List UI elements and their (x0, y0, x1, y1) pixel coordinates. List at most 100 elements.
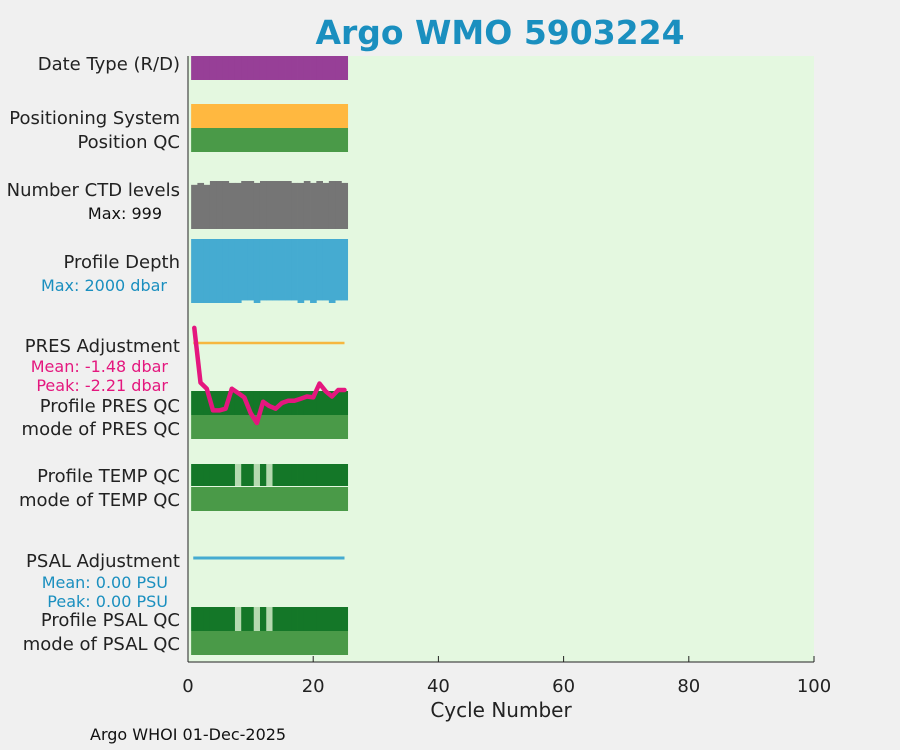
bar-position-qc-cycle-11 (253, 128, 261, 152)
bar-number-ctd-levels-cycle-2 (197, 182, 205, 229)
bar-positioning-system-cycle-12 (259, 104, 267, 128)
bar-mode-psal-qc-cycle-6 (222, 631, 230, 655)
bar-position-qc-cycle-5 (216, 128, 223, 152)
bar-position-qc-cycle-10 (247, 128, 255, 152)
bar-positioning-system-cycle-9 (241, 104, 248, 128)
bar-position-qc-cycle-25 (341, 128, 349, 152)
bar-mode-psal-qc-cycle-22 (322, 631, 330, 655)
bar-positioning-system-cycle-4 (209, 104, 217, 128)
bar-date-type-cycle-18 (297, 56, 305, 80)
row-label-position-qc: Position QC (77, 132, 180, 153)
bar-profile-psal-qc-cycle-12 (259, 607, 267, 631)
bar-mode-temp-qc-cycle-1 (191, 487, 198, 511)
bar-date-type-cycle-8 (234, 56, 242, 80)
bar-mode-pres-qc-cycle-1 (191, 415, 198, 439)
bar-mode-pres-qc-cycle-18 (297, 415, 305, 439)
bar-mode-psal-qc-cycle-8 (234, 631, 242, 655)
bar-positioning-system-cycle-7 (228, 104, 236, 128)
bar-number-ctd-levels-cycle-1 (191, 184, 198, 229)
bar-position-qc-cycle-7 (228, 128, 236, 152)
bar-profile-pres-qc-cycle-21 (316, 391, 323, 415)
bar-positioning-system-cycle-6 (222, 104, 230, 128)
bar-position-qc-cycle-14 (272, 128, 280, 152)
bar-number-ctd-levels-cycle-4 (209, 181, 217, 229)
bar-profile-depth-cycle-6 (222, 239, 230, 303)
adjustment-lines (192, 325, 347, 560)
bar-profile-psal-qc-cycle-20 (310, 607, 317, 631)
bar-mode-temp-qc-cycle-15 (278, 487, 286, 511)
bar-positioning-system-cycle-24 (335, 104, 342, 128)
bar-number-ctd-levels-cycle-21 (316, 181, 323, 229)
bar-date-type-cycle-12 (259, 56, 267, 80)
bar-date-type-cycle-16 (285, 56, 292, 80)
bar-profile-psal-qc-cycle-15 (278, 607, 286, 631)
bar-date-type-cycle-19 (303, 56, 311, 80)
bar-profile-depth-cycle-25 (341, 239, 349, 301)
bar-profile-temp-qc-cycle-3 (203, 464, 211, 486)
bar-mode-temp-qc-cycle-3 (203, 487, 211, 511)
bar-date-type-cycle-7 (228, 56, 236, 80)
bar-mode-pres-qc-cycle-14 (272, 415, 280, 439)
bar-number-ctd-levels-cycle-3 (203, 184, 211, 229)
pres-adjustment-line (192, 325, 347, 426)
bar-profile-depth-cycle-5 (216, 239, 223, 303)
bar-mode-psal-qc-cycle-19 (303, 631, 311, 655)
bar-profile-pres-qc-cycle-20 (310, 391, 317, 415)
bar-profile-psal-qc-cycle-9 (241, 607, 248, 631)
bar-profile-psal-qc-cycle-23 (328, 607, 336, 631)
bar-profile-depth-cycle-8 (234, 239, 242, 303)
bar-profile-temp-qc-cycle-6 (222, 464, 230, 486)
bar-profile-psal-qc-cycle-18 (297, 607, 305, 631)
bar-date-type-cycle-1 (191, 56, 198, 80)
bar-mode-temp-qc-cycle-11 (253, 487, 261, 511)
bar-profile-pres-qc-cycle-13 (266, 391, 273, 415)
bar-date-type-cycle-3 (203, 56, 211, 80)
bar-profile-temp-qc-cycle-10 (247, 464, 255, 486)
bar-date-type-cycle-15 (278, 56, 286, 80)
bar-mode-pres-qc-cycle-6 (222, 415, 230, 439)
bar-profile-pres-qc-cycle-3 (203, 391, 211, 415)
plot-area (188, 56, 814, 662)
bar-date-type-cycle-13 (266, 56, 273, 80)
bar-number-ctd-levels-cycle-19 (303, 181, 311, 229)
bar-profile-pres-qc-cycle-1 (191, 391, 198, 415)
bar-mode-temp-qc-cycle-20 (310, 487, 317, 511)
bar-mode-temp-qc-cycle-24 (335, 487, 342, 511)
bar-profile-depth-cycle-20 (310, 239, 317, 303)
bar-profile-pres-qc-cycle-24 (335, 391, 342, 415)
bar-number-ctd-levels-cycle-18 (297, 182, 305, 229)
bar-profile-temp-qc-cycle-25 (341, 464, 349, 486)
bar-mode-pres-qc-cycle-2 (197, 415, 205, 439)
bar-positioning-system-cycle-23 (328, 104, 336, 128)
bar-mode-psal-qc-cycle-11 (253, 631, 261, 655)
bar-date-type-cycle-17 (291, 56, 298, 80)
bar-profile-temp-qc-cycle-18 (297, 464, 305, 486)
row-label-mode-temp-qc: mode of TEMP QC (19, 490, 180, 511)
bar-number-ctd-levels-cycle-14 (272, 181, 280, 229)
bar-positioning-system-cycle-17 (291, 104, 298, 128)
bar-number-ctd-levels-cycle-23 (328, 181, 336, 229)
bar-number-ctd-levels-cycle-10 (247, 181, 255, 229)
bar-position-qc-cycle-6 (222, 128, 230, 152)
bar-profile-pres-qc-cycle-23 (328, 391, 336, 415)
bar-mode-temp-qc-cycle-25 (341, 487, 349, 511)
bar-mode-temp-qc-cycle-2 (197, 487, 205, 511)
bar-mode-pres-qc-cycle-4 (209, 415, 217, 439)
bar-positioning-system-cycle-22 (322, 104, 330, 128)
bar-profile-depth-cycle-1 (191, 239, 198, 303)
bar-mode-pres-qc-cycle-16 (285, 415, 292, 439)
bar-date-type-cycle-11 (253, 56, 261, 80)
bar-profile-depth-cycle-16 (285, 239, 292, 301)
bar-mode-psal-qc-cycle-13 (266, 631, 273, 655)
bar-mode-psal-qc-cycle-1 (191, 631, 198, 655)
bar-number-ctd-levels-cycle-11 (253, 182, 261, 229)
bar-mode-temp-qc-cycle-22 (322, 487, 330, 511)
bar-mode-psal-qc-cycle-3 (203, 631, 211, 655)
bar-mode-psal-qc-cycle-4 (209, 631, 217, 655)
bar-profile-temp-qc-cycle-8 (234, 464, 242, 486)
bar-mode-temp-qc-cycle-17 (291, 487, 298, 511)
bar-profile-depth-cycle-7 (228, 239, 236, 303)
bar-profile-psal-qc-cycle-2 (197, 607, 205, 631)
bar-mode-psal-qc-cycle-18 (297, 631, 305, 655)
bar-mode-psal-qc-cycle-5 (216, 631, 223, 655)
